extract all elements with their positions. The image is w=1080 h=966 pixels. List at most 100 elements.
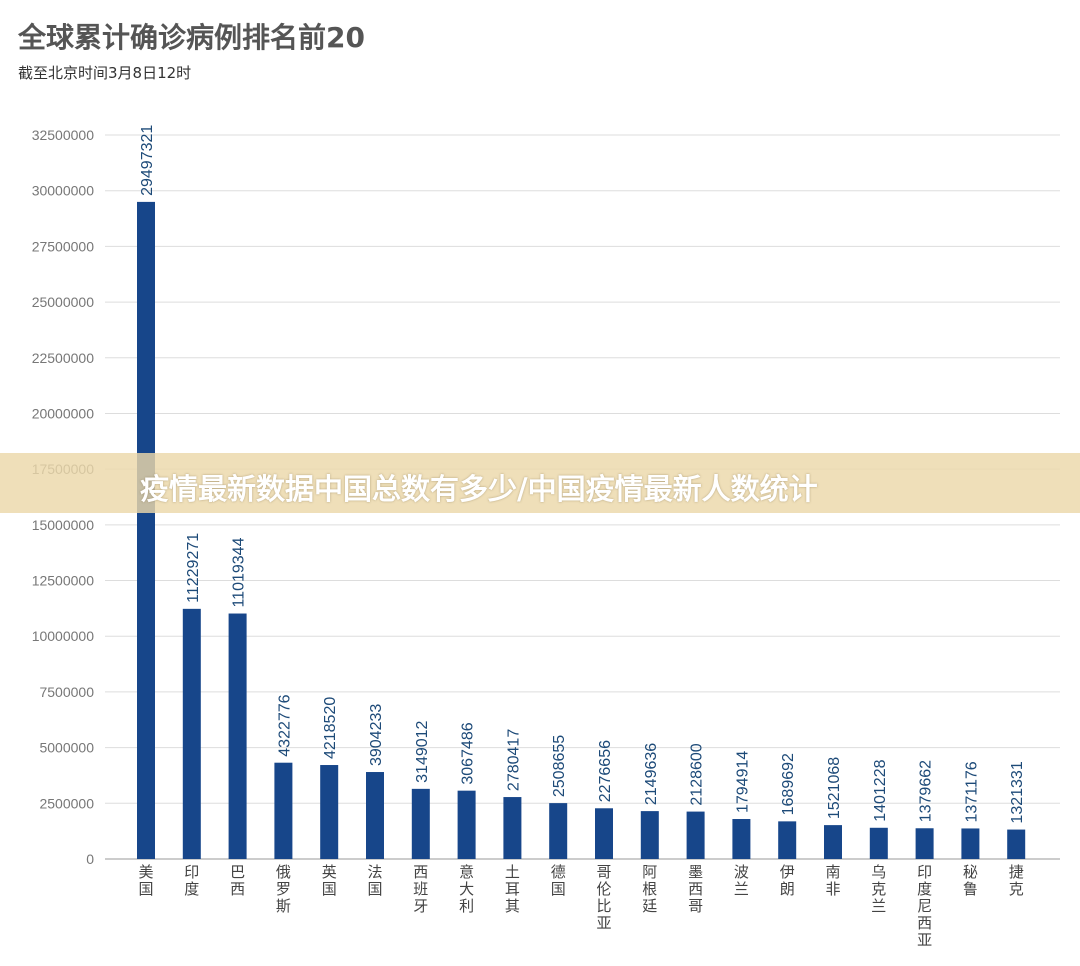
x-tick-label: 西 [688, 880, 703, 898]
x-tick-label: 西 [230, 880, 245, 898]
bar [274, 762, 293, 859]
x-tick-label: 大 [459, 880, 474, 898]
x-tick-label: 西 [413, 863, 428, 881]
overlay-banner-text: 疫情最新数据中国总数有多少/中国疫情最新人数统计 [140, 472, 818, 506]
chart-subtitle: 截至北京时间3月8日12时 [18, 64, 192, 82]
x-tick-label: 捷 [1009, 863, 1024, 881]
y-tick-label: 20000000 [32, 405, 95, 421]
y-tick-label: 0 [86, 851, 94, 867]
data-label: 4322776 [276, 694, 293, 756]
data-label: 1321331 [1009, 761, 1026, 823]
x-tick-label: 朗 [780, 880, 795, 898]
x-tick-label: 秘 [963, 863, 978, 881]
y-tick-label: 12500000 [32, 573, 95, 589]
x-tick-label: 印 [917, 863, 932, 881]
x-tick-label: 牙 [413, 897, 428, 915]
data-label: 1689692 [780, 753, 797, 815]
y-tick-label: 5000000 [39, 740, 94, 756]
bar [869, 827, 888, 859]
x-tick-label: 其 [505, 897, 520, 915]
x-tick-label: 俄 [276, 863, 291, 881]
data-label: 1521068 [826, 757, 843, 819]
x-tick-label: 鲁 [963, 880, 978, 898]
data-label: 29497321 [139, 125, 156, 196]
x-tick-label: 波 [734, 863, 749, 881]
bar [686, 811, 705, 859]
data-label: 2780417 [505, 729, 522, 791]
x-tick-label: 乌 [871, 863, 886, 881]
x-tick-label: 尼 [917, 897, 932, 915]
x-tick-label: 南 [825, 863, 840, 881]
x-tick-label: 度 [184, 880, 199, 898]
y-tick-label: 15000000 [32, 517, 95, 533]
y-tick-label: 10000000 [32, 628, 95, 644]
data-label: 3904233 [368, 704, 385, 766]
bar [1007, 829, 1026, 859]
y-tick-label: 22500000 [32, 350, 95, 366]
x-tick-label: 廷 [642, 897, 657, 915]
x-tick-label: 国 [551, 880, 566, 898]
x-tick-label: 意 [459, 863, 474, 881]
data-label: 1401228 [872, 759, 889, 821]
bar [228, 613, 247, 859]
x-tick-label: 巴 [230, 863, 245, 881]
x-tick-label: 非 [825, 880, 840, 898]
y-tick-label: 25000000 [32, 294, 95, 310]
bar [503, 797, 522, 859]
x-tick-label: 西 [917, 914, 932, 932]
overlay-banner [0, 453, 1080, 513]
x-tick-label: 斯 [276, 897, 291, 915]
bar [182, 608, 201, 859]
data-label: 2508655 [551, 735, 568, 797]
y-tick-label: 27500000 [32, 238, 95, 254]
x-tick-label: 德 [551, 863, 566, 881]
x-tick-label: 度 [917, 880, 932, 898]
x-tick-label: 亚 [917, 931, 932, 949]
y-tick-label: 7500000 [39, 684, 94, 700]
bar [320, 765, 339, 859]
bar [595, 808, 613, 859]
data-label: 1794914 [734, 751, 751, 813]
data-label: 1371176 [963, 761, 980, 822]
x-tick-label: 国 [138, 880, 153, 898]
y-tick-label: 32500000 [32, 127, 95, 143]
bar [137, 201, 155, 859]
x-tick-label: 哥 [596, 863, 611, 881]
data-label: 4218520 [322, 697, 339, 759]
chart-title: 全球累计确诊病例排名前20 [18, 21, 365, 54]
x-tick-label: 利 [459, 897, 474, 915]
bar [961, 828, 980, 859]
x-tick-label: 墨 [688, 863, 703, 881]
x-tick-label: 兰 [871, 897, 886, 915]
data-label: 11019344 [231, 537, 248, 607]
x-tick-label: 根 [642, 880, 657, 898]
x-tick-label: 罗 [276, 880, 291, 898]
data-label: 2149636 [643, 743, 660, 805]
x-tick-label: 土 [505, 863, 520, 881]
bar [366, 772, 384, 859]
y-tick-label: 2500000 [39, 795, 94, 811]
x-tick-label: 比 [596, 897, 611, 915]
x-tick-label: 国 [367, 880, 382, 898]
x-tick-label: 亚 [596, 914, 611, 932]
x-tick-label: 英 [322, 863, 337, 881]
x-tick-label: 美 [138, 863, 153, 881]
data-label: 2276656 [597, 740, 614, 802]
x-tick-label: 哥 [688, 897, 703, 915]
bar [411, 788, 430, 859]
data-label: 3149012 [414, 720, 431, 782]
bar [640, 811, 659, 859]
x-tick-label: 伊 [780, 863, 795, 881]
x-tick-label: 国 [322, 880, 337, 898]
data-label: 3067486 [460, 722, 477, 784]
x-tick-label: 印 [184, 863, 199, 881]
bar [915, 828, 934, 859]
bar [732, 819, 751, 859]
bar [824, 825, 842, 859]
data-label: 11229271 [185, 533, 202, 603]
y-tick-label: 30000000 [32, 183, 95, 199]
x-tick-label: 伦 [596, 880, 611, 898]
data-label: 2128600 [689, 743, 706, 805]
bar [778, 821, 797, 859]
x-tick-label: 耳 [505, 880, 520, 898]
